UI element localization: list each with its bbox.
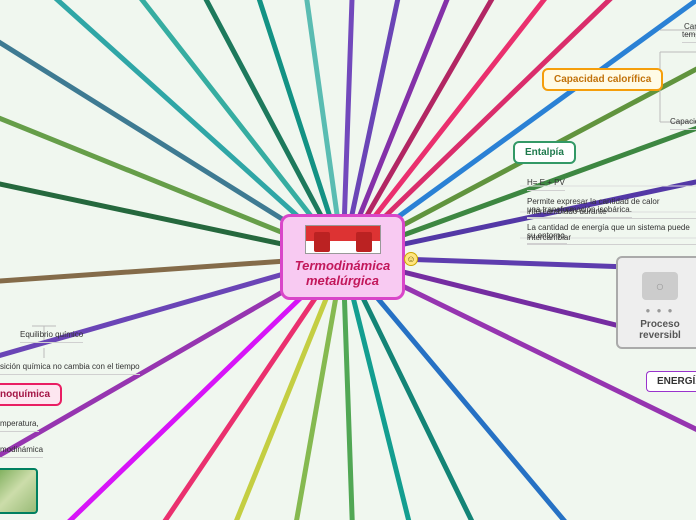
text-t_h1: H= E + PV bbox=[527, 178, 565, 191]
image-thumbnail[interactable] bbox=[0, 468, 38, 514]
text-t_eq2: sición química no cambia con el tiempo bbox=[0, 362, 140, 375]
center-thermo-image bbox=[305, 225, 381, 254]
text-t_tq2: modinámica bbox=[0, 445, 43, 458]
text-t_h2b: una transformación isobárica. bbox=[527, 205, 632, 218]
text-t_tq1: mperatura, bbox=[0, 419, 39, 432]
node-energia[interactable]: ENERGÍA bbox=[646, 371, 696, 392]
proceso-reversible-label: Proceso reversibl bbox=[630, 319, 690, 341]
text-t_h3b: su entorno. bbox=[527, 231, 567, 244]
text-t_cap2: tempe bbox=[682, 30, 696, 43]
node-termoquimica[interactable]: noquímica bbox=[0, 383, 62, 406]
proceso-reversible-card[interactable]: ● ● ● Proceso reversibl bbox=[616, 256, 696, 349]
loading-dots: ● ● ● bbox=[630, 306, 690, 315]
smiley-badge: ☺ bbox=[404, 252, 418, 266]
placeholder-image-icon bbox=[642, 272, 678, 300]
node-entalpia[interactable]: Entalpía bbox=[513, 141, 576, 164]
node-capacidad[interactable]: Capacidad calorífica bbox=[542, 68, 663, 91]
center-title-line1: Termodinámica bbox=[295, 258, 391, 274]
center-title-line2: metalúrgica bbox=[306, 273, 379, 289]
text-t_cap3: Capacida bbox=[670, 117, 696, 130]
center-node[interactable]: Termodinámica metalúrgica bbox=[280, 214, 405, 300]
text-t_eq1: Equilibrio químico bbox=[20, 330, 83, 343]
